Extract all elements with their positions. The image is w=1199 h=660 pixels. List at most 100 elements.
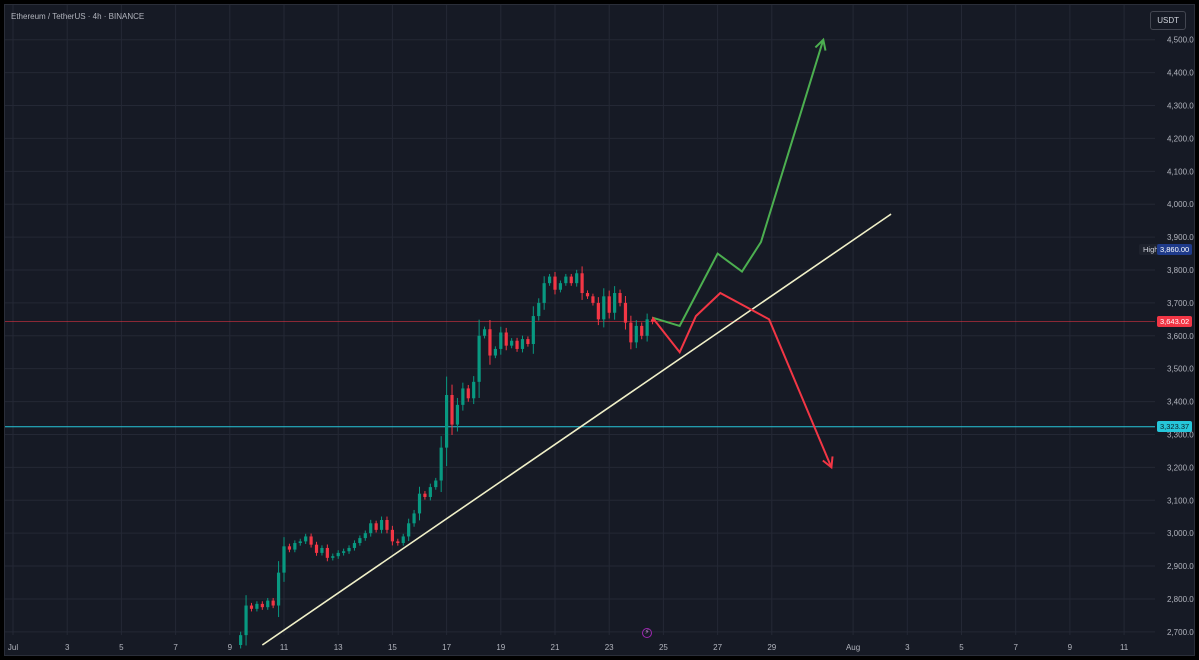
candle xyxy=(629,322,633,343)
y-tick-label: 4,200.00 xyxy=(1167,134,1195,143)
x-tick-label: Aug xyxy=(846,643,860,652)
candle xyxy=(526,339,530,345)
y-tick-label: 3,900.00 xyxy=(1167,233,1195,242)
x-tick-label: 27 xyxy=(713,643,722,652)
candle xyxy=(488,329,492,356)
y-tick-label: 4,100.00 xyxy=(1167,167,1195,176)
candle xyxy=(434,480,438,488)
y-tick-label: 4,000.00 xyxy=(1167,200,1195,209)
candle xyxy=(472,381,476,399)
candle xyxy=(569,276,573,284)
x-tick-label: 19 xyxy=(496,643,505,652)
x-tick-label: 25 xyxy=(659,643,668,652)
candle xyxy=(266,600,270,608)
y-tick-label: 3,200.00 xyxy=(1167,463,1195,472)
candle xyxy=(564,276,568,284)
x-tick-label: 29 xyxy=(767,643,776,652)
candles xyxy=(239,266,655,649)
candle xyxy=(645,319,649,336)
x-tick-label: Jul xyxy=(8,643,18,652)
candle xyxy=(293,543,297,550)
y-tick-label: 4,500.00 xyxy=(1167,36,1195,45)
candle xyxy=(282,546,286,573)
candle xyxy=(244,605,248,636)
candle xyxy=(537,302,541,317)
candle xyxy=(640,325,644,336)
candle xyxy=(423,493,427,497)
candle xyxy=(401,536,405,544)
candle xyxy=(369,523,373,534)
candle xyxy=(558,283,563,290)
candle xyxy=(510,340,514,346)
bear-projection-arrow[interactable] xyxy=(651,291,833,468)
y-tick-label: 2,700.00 xyxy=(1167,628,1195,637)
x-tick-label: 9 xyxy=(1068,643,1073,652)
candle xyxy=(585,293,590,297)
y-tick-label: 3,400.00 xyxy=(1167,398,1195,407)
candle xyxy=(450,395,454,425)
y-tick-label: 3,000.00 xyxy=(1167,529,1195,538)
x-tick-label: 7 xyxy=(173,643,178,652)
x-axis[interactable]: Jul 3 5 7 9 11 13 15 17 19 21 23 25 27 29 Aug 3 5 7 9 11 xyxy=(8,643,1129,652)
candle xyxy=(515,340,519,349)
candle xyxy=(385,520,389,530)
x-tick-label: 21 xyxy=(551,643,560,652)
x-tick-label: 7 xyxy=(1013,643,1018,652)
candle xyxy=(417,493,422,514)
y-tick-label: 4,300.00 xyxy=(1167,102,1195,111)
candle xyxy=(482,329,487,336)
candle xyxy=(591,296,595,303)
y-tick-label: 2,900.00 xyxy=(1167,562,1195,571)
candle xyxy=(445,395,449,448)
x-tick-label: 11 xyxy=(1120,643,1129,652)
x-tick-label: 11 xyxy=(280,643,289,652)
y-tick-label: 3,100.00 xyxy=(1167,496,1195,505)
candle xyxy=(304,536,308,542)
candle xyxy=(336,552,340,557)
price-levels xyxy=(5,321,1155,428)
symbol-title[interactable]: Ethereum / TetherUS · 4h · BINANCE xyxy=(11,12,145,21)
currency-button[interactable]: USDT xyxy=(1150,11,1186,30)
candle xyxy=(374,523,378,530)
y-axis[interactable]: 2,700.00 2,800.00 2,900.00 3,000.00 3,100.00… xyxy=(1167,36,1195,637)
candle xyxy=(239,635,243,645)
candle xyxy=(504,332,508,346)
y-tick-label: 3,700.00 xyxy=(1167,299,1195,308)
y-tick-label: 2,800.00 xyxy=(1167,595,1195,604)
x-tick-label: 13 xyxy=(334,643,343,652)
candle xyxy=(379,520,384,530)
candle xyxy=(412,513,416,524)
candle xyxy=(309,536,313,545)
candle xyxy=(553,276,557,290)
candle xyxy=(493,348,497,356)
trendline[interactable] xyxy=(261,213,892,646)
candle xyxy=(407,523,411,537)
candle xyxy=(428,487,432,497)
candle xyxy=(607,296,611,313)
candle xyxy=(320,547,324,553)
candle xyxy=(580,273,584,294)
high-label: High xyxy=(1139,244,1163,256)
candle xyxy=(363,533,367,539)
x-tick-label: 3 xyxy=(905,643,910,652)
drawings[interactable] xyxy=(261,37,892,646)
candle xyxy=(249,605,254,609)
y-tick-label: 3,500.00 xyxy=(1167,365,1195,374)
candle xyxy=(342,551,346,553)
candle xyxy=(255,603,259,609)
candle xyxy=(287,546,292,550)
candle xyxy=(613,293,617,313)
candle xyxy=(358,538,362,544)
lightning-icon[interactable]: ⚡ xyxy=(642,628,653,638)
y-tick-label: 4,400.00 xyxy=(1167,69,1195,78)
candle xyxy=(623,302,628,323)
support-price-tag: 3,323.37 xyxy=(1157,420,1193,432)
chart-panel[interactable]: 2,700.00 2,800.00 2,900.00 3,000.00 3,100.00… xyxy=(4,4,1195,656)
bull-projection-arrow[interactable] xyxy=(652,39,825,328)
candle xyxy=(542,283,546,303)
candle xyxy=(260,603,264,608)
candle xyxy=(325,547,329,558)
y-tick-label: 3,300.00 xyxy=(1167,430,1195,439)
price-chart[interactable]: 2,700.00 2,800.00 2,900.00 3,000.00 3,100.00… xyxy=(5,5,1195,656)
x-tick-label: 23 xyxy=(605,643,614,652)
